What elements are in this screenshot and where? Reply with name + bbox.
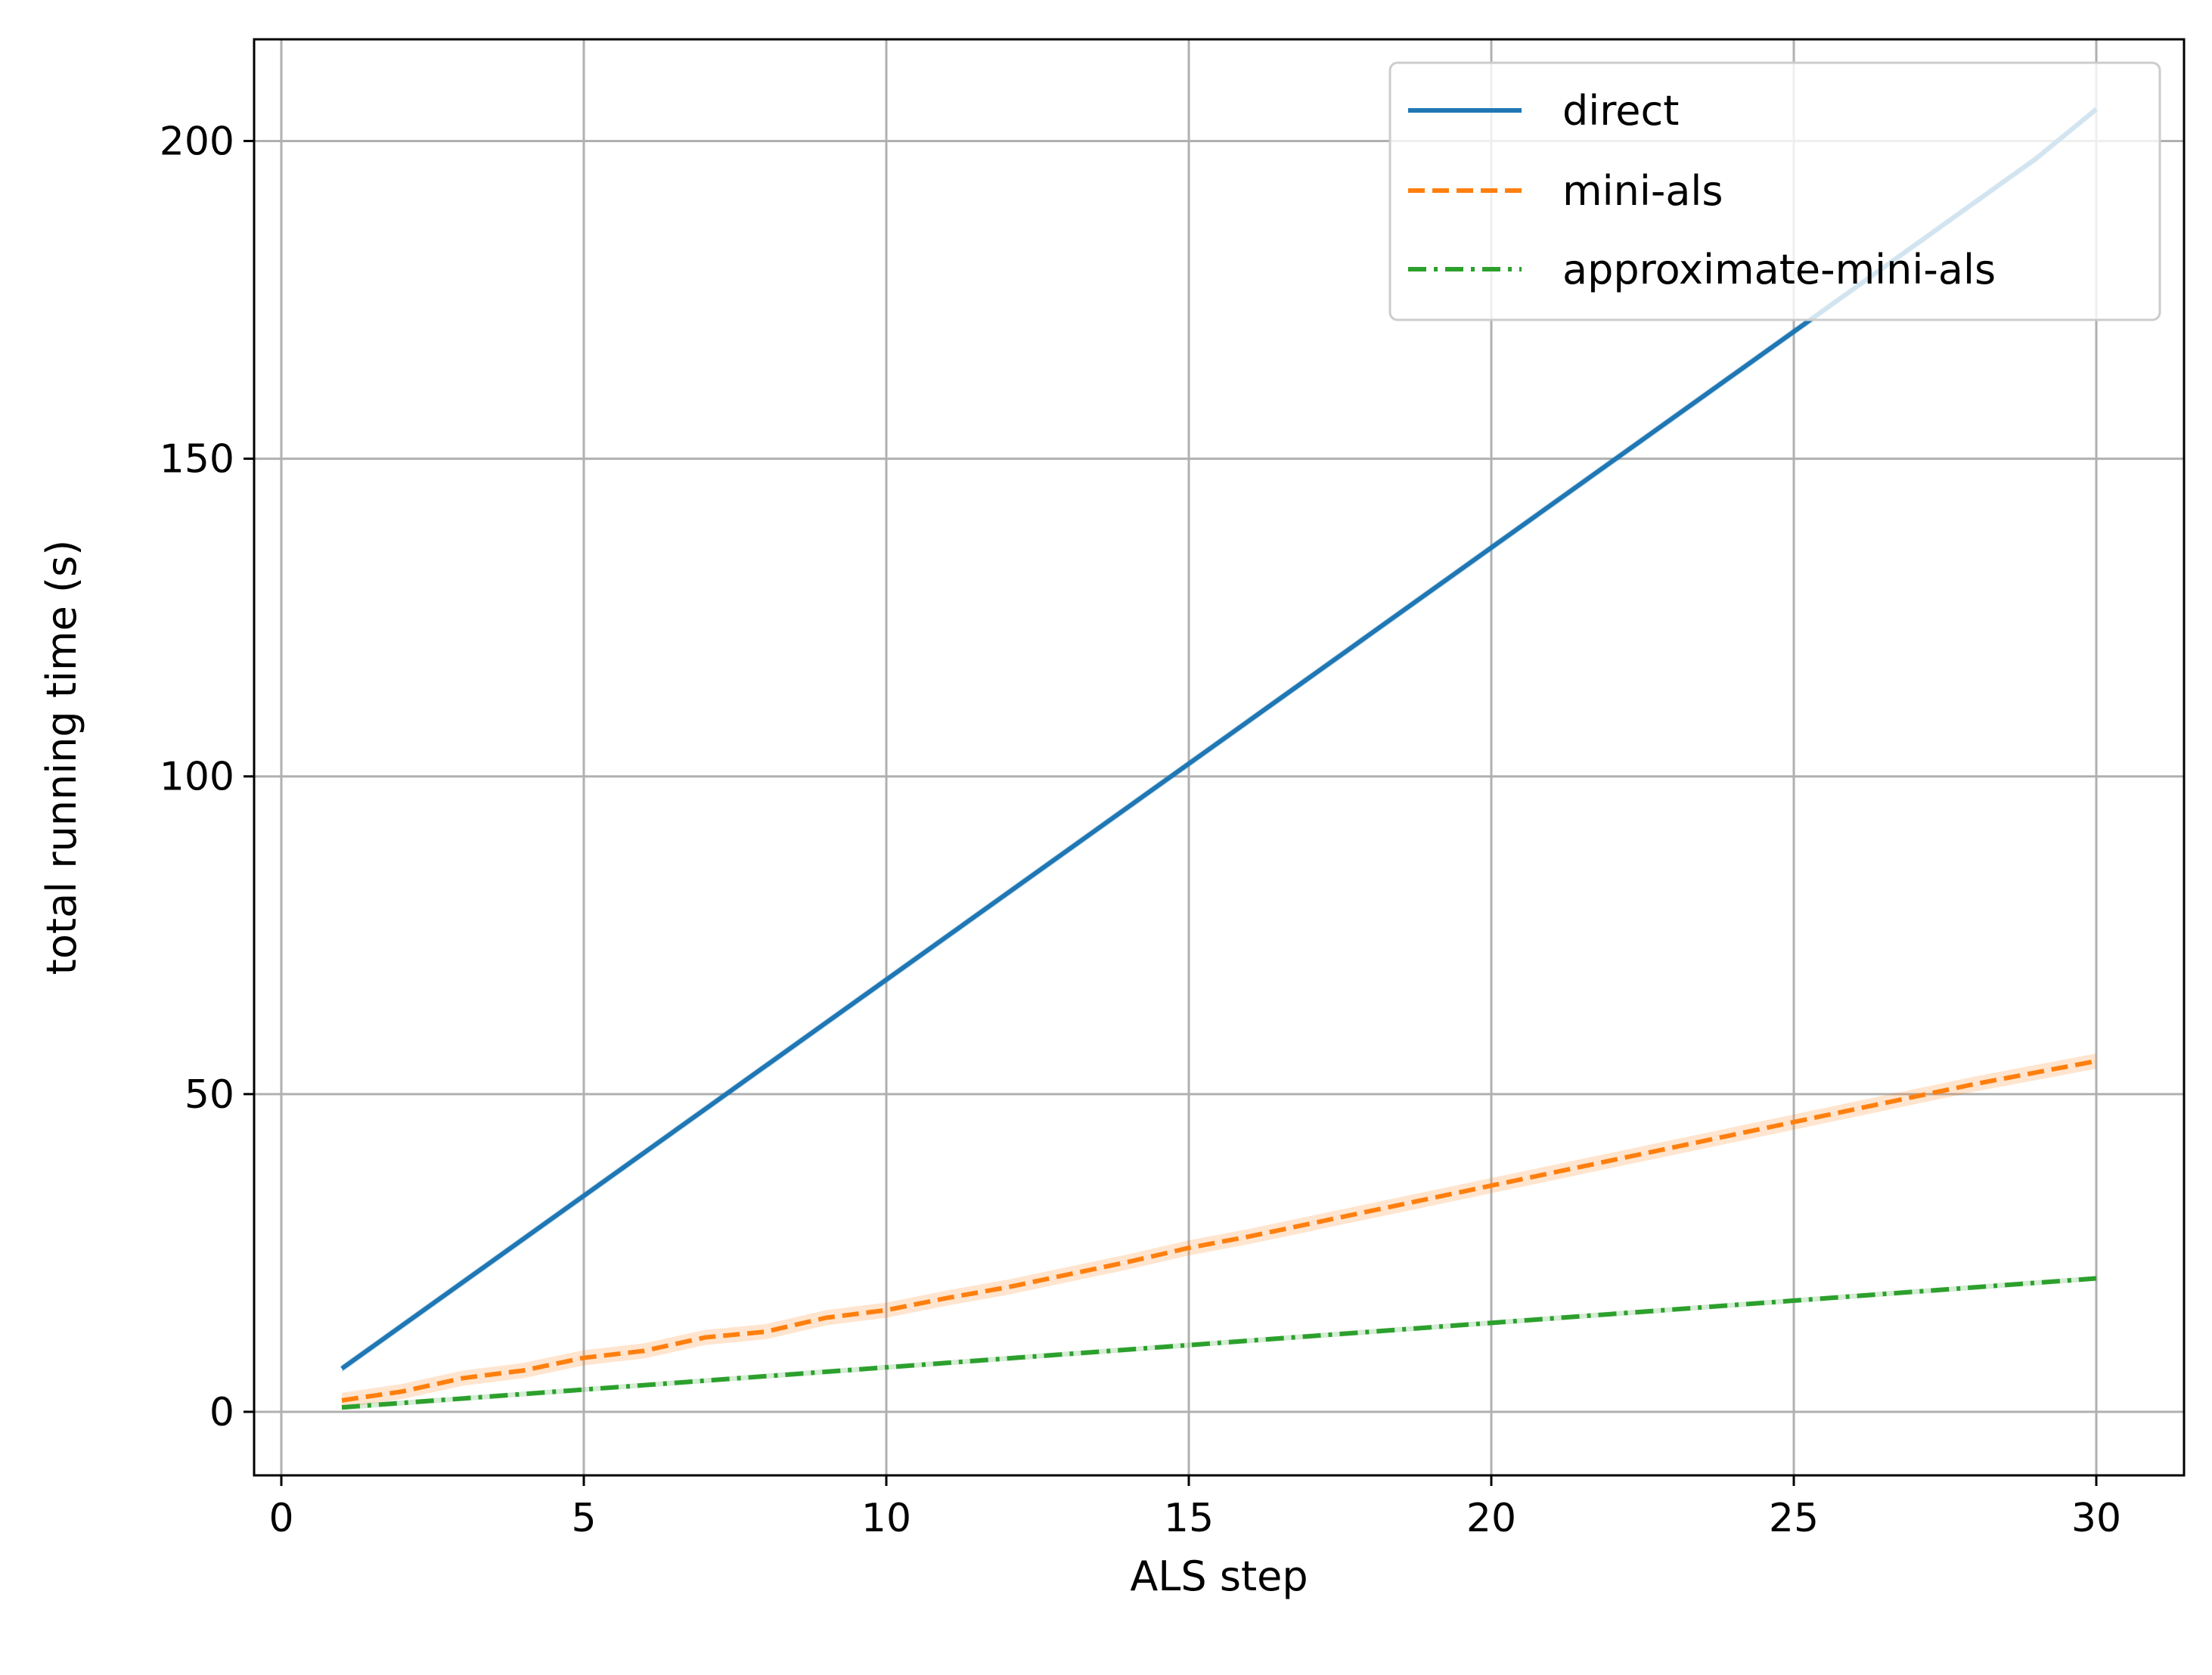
series-line-direct bbox=[340, 107, 2098, 1371]
legend-label-direct: direct bbox=[1562, 87, 1679, 135]
series-lines bbox=[340, 107, 2098, 1410]
legend-box bbox=[1388, 61, 2161, 321]
x-tick-label: 20 bbox=[1466, 1496, 1516, 1541]
grid-lines bbox=[254, 39, 2184, 1475]
plot-frame bbox=[253, 38, 2186, 1477]
axis-ticks: 0 5 10 15 20 25 30 0 50 100 150 200 bbox=[160, 119, 2121, 1541]
y-tick-label: 150 bbox=[160, 437, 234, 482]
y-axis-label: total running time (s) bbox=[38, 540, 85, 976]
series-line-approximate-mini-als bbox=[341, 1276, 2097, 1410]
y-tick-label: 100 bbox=[160, 755, 234, 800]
x-axis-label: ALS step bbox=[1130, 1552, 1308, 1600]
y-tick-label: 200 bbox=[160, 119, 234, 164]
legend-label-mini-als: mini-als bbox=[1562, 167, 1723, 215]
legend-label-approximate-mini-als: approximate-mini-als bbox=[1562, 246, 1996, 293]
x-tick-label: 15 bbox=[1164, 1496, 1214, 1541]
x-tick-label: 5 bbox=[571, 1496, 596, 1541]
legend: direct mini-als approximate-mini-als bbox=[1388, 61, 2161, 321]
y-tick-label: 50 bbox=[185, 1072, 234, 1118]
x-tick-label: 0 bbox=[268, 1496, 293, 1541]
x-tick-label: 10 bbox=[861, 1496, 911, 1541]
x-tick-label: 25 bbox=[1769, 1496, 1819, 1541]
x-tick-label: 30 bbox=[2071, 1496, 2121, 1541]
series-line-mini-als bbox=[341, 1059, 2097, 1403]
y-tick-label: 0 bbox=[209, 1390, 234, 1435]
